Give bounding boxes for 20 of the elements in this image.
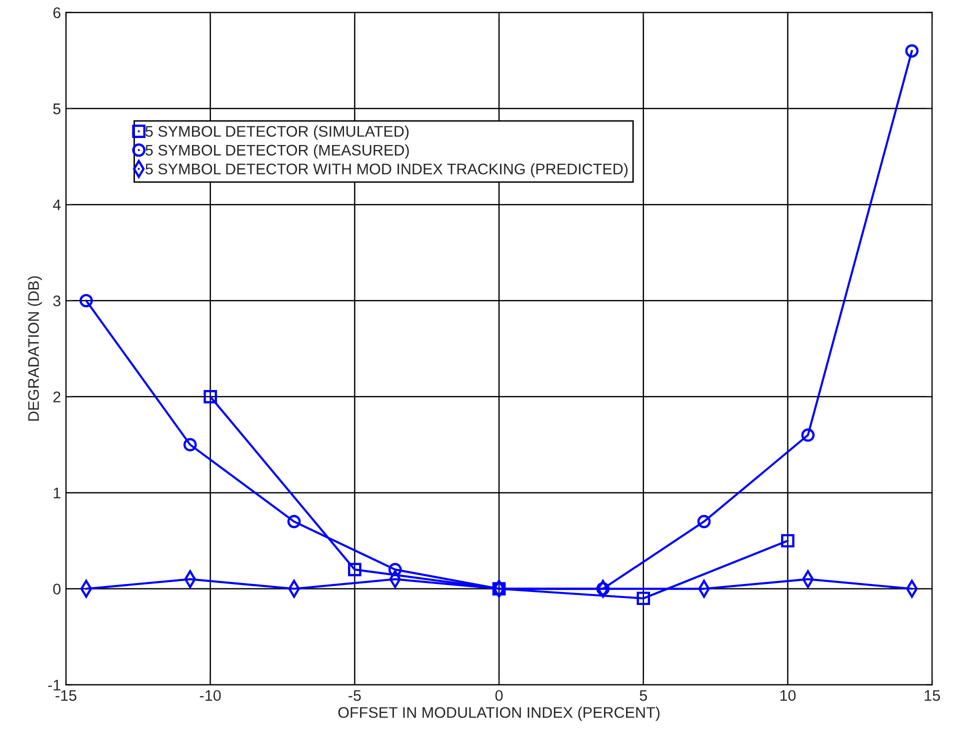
y-tick-label: 3 xyxy=(53,295,60,306)
legend-label: 5 SYMBOL DETECTOR (MEASURED) xyxy=(146,144,409,159)
x-tick-label: 10 xyxy=(780,690,796,701)
y-tick-label: 4 xyxy=(52,200,61,210)
x-tick-label: 5 xyxy=(640,690,647,701)
legend-label: 5 SYMBOL DETECTOR WITH MOD INDEX TRACKING (PREDICTED) xyxy=(146,163,628,178)
x-tick-label: -15 xyxy=(56,690,76,701)
x-tick-label: 15 xyxy=(924,690,940,701)
y-tick-label: 5 xyxy=(53,104,60,114)
y-tick-label: 2 xyxy=(53,392,60,402)
y-tick-label: -1 xyxy=(48,680,60,690)
y-tick-label: 6 xyxy=(53,7,60,18)
x-tick-label: -5 xyxy=(348,690,361,701)
y-axis-title: DEGRADATION (DB) xyxy=(28,276,42,421)
x-axis-title: OFFSET IN MODULATION INDEX (PERCENT) xyxy=(338,706,660,721)
y-tick-label: 1 xyxy=(54,488,60,498)
legend-label: 5 SYMBOL DETECTOR (SIMULATED) xyxy=(146,126,409,140)
x-tick-label: 0 xyxy=(495,690,503,701)
y-tick-label: 0 xyxy=(53,584,61,594)
x-tick-label: -10 xyxy=(200,690,221,701)
